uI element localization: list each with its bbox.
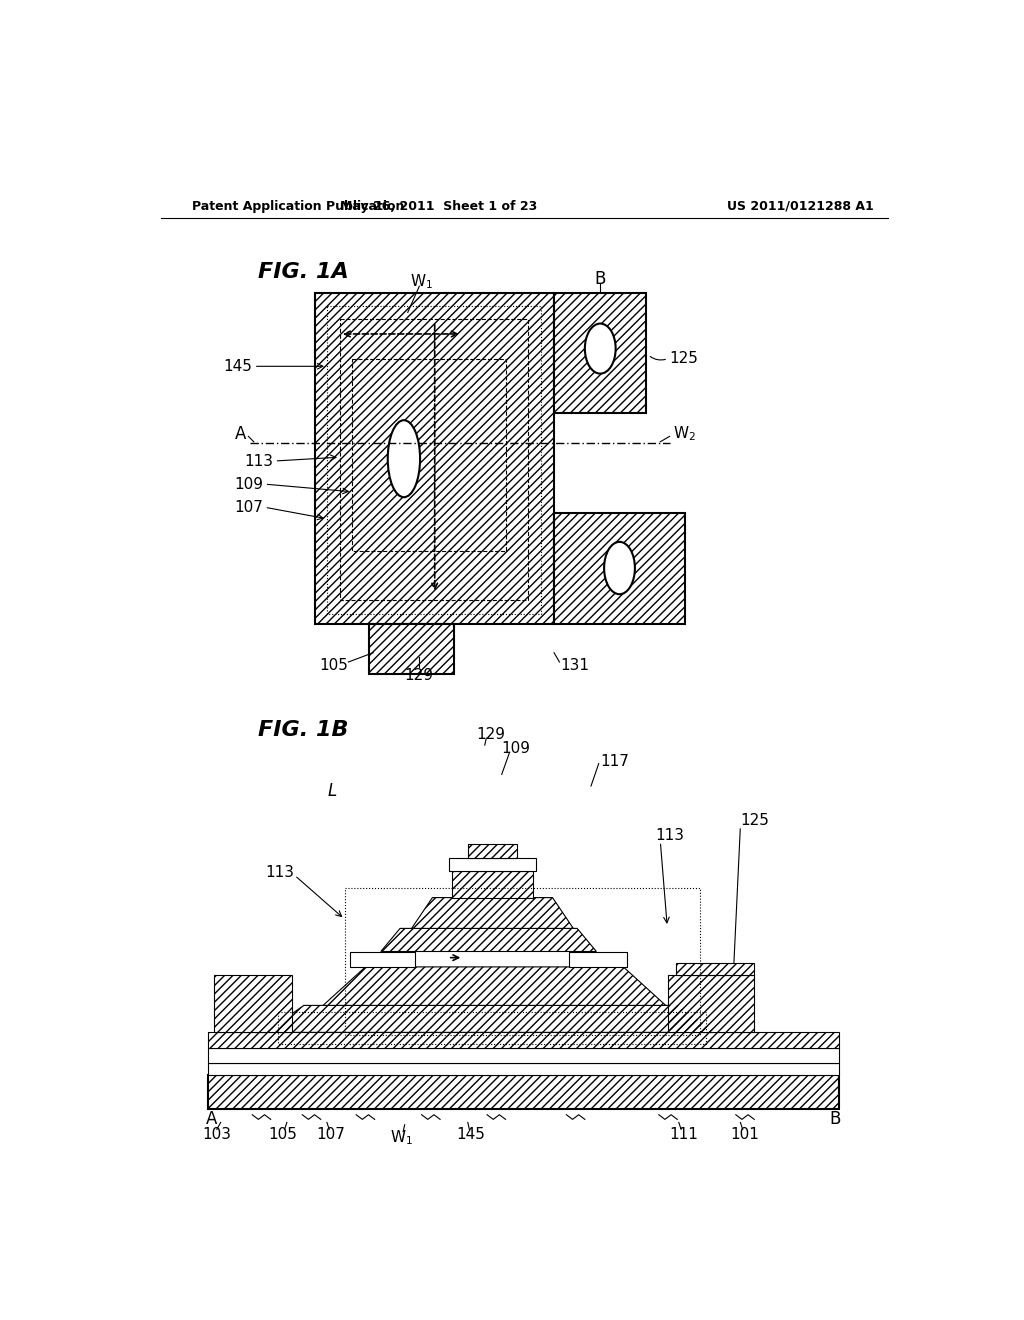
Bar	[370, 624, 454, 675]
Text: 105: 105	[318, 657, 348, 673]
Bar	[345, 888, 700, 1035]
Text: 107: 107	[316, 1127, 345, 1142]
Text: 109: 109	[234, 477, 263, 491]
Bar	[352, 359, 506, 552]
Text: 131: 131	[560, 657, 589, 673]
Bar	[554, 512, 685, 624]
Bar	[676, 964, 755, 974]
Text: 125: 125	[670, 351, 698, 366]
Text: 129: 129	[476, 727, 506, 742]
Bar	[676, 964, 755, 974]
Bar	[208, 1032, 839, 1048]
Bar	[214, 974, 292, 1032]
Text: 145: 145	[223, 359, 252, 374]
Text: FIG. 1A: FIG. 1A	[258, 263, 348, 282]
Text: 113: 113	[265, 866, 295, 880]
Ellipse shape	[585, 323, 615, 374]
Text: Patent Application Publication: Patent Application Publication	[193, 199, 404, 213]
Text: 105: 105	[268, 1127, 297, 1142]
Text: 101: 101	[730, 1127, 760, 1142]
Polygon shape	[265, 1006, 716, 1032]
Text: 103: 103	[203, 1127, 231, 1142]
Text: 111: 111	[669, 1127, 698, 1142]
Text: A: A	[234, 425, 246, 444]
Bar	[315, 293, 554, 624]
Bar	[554, 512, 685, 624]
Bar	[370, 624, 454, 675]
Text: 107: 107	[234, 500, 263, 515]
Polygon shape	[569, 952, 628, 966]
Text: 145: 145	[457, 1127, 485, 1142]
Ellipse shape	[388, 420, 420, 498]
Text: A: A	[206, 1110, 217, 1129]
Polygon shape	[449, 858, 537, 871]
Text: W$_1$: W$_1$	[411, 272, 433, 290]
Text: W$_1$: W$_1$	[390, 1129, 413, 1147]
Text: B: B	[829, 1110, 841, 1129]
Polygon shape	[381, 928, 596, 952]
Polygon shape	[350, 952, 416, 966]
Bar	[327, 306, 541, 614]
Bar	[668, 974, 755, 1032]
Bar	[208, 1048, 839, 1063]
Bar	[554, 293, 646, 413]
Text: W$_2$: W$_2$	[674, 425, 696, 444]
Bar	[214, 974, 292, 1032]
Text: US 2011/0121288 A1: US 2011/0121288 A1	[727, 199, 873, 213]
Polygon shape	[412, 898, 573, 928]
Polygon shape	[468, 843, 517, 858]
Text: 113: 113	[655, 829, 685, 843]
Ellipse shape	[604, 541, 635, 594]
Bar	[554, 293, 646, 413]
Text: L: L	[328, 783, 337, 800]
Polygon shape	[323, 966, 666, 1006]
Text: B: B	[595, 271, 606, 288]
Text: FIG. 1B: FIG. 1B	[258, 719, 348, 739]
Text: 125: 125	[740, 813, 769, 828]
Text: 109: 109	[501, 741, 530, 756]
Bar	[208, 1063, 839, 1074]
Bar	[208, 1032, 839, 1048]
Bar	[340, 318, 528, 599]
Bar	[279, 1011, 706, 1044]
Text: May 26, 2011  Sheet 1 of 23: May 26, 2011 Sheet 1 of 23	[340, 199, 538, 213]
Bar	[208, 1074, 839, 1109]
Bar	[208, 1074, 839, 1109]
Bar	[668, 974, 755, 1032]
Text: 129: 129	[404, 668, 434, 684]
Text: 113: 113	[244, 454, 273, 469]
Polygon shape	[453, 871, 532, 898]
Text: 117: 117	[600, 754, 629, 768]
Bar	[315, 293, 554, 624]
